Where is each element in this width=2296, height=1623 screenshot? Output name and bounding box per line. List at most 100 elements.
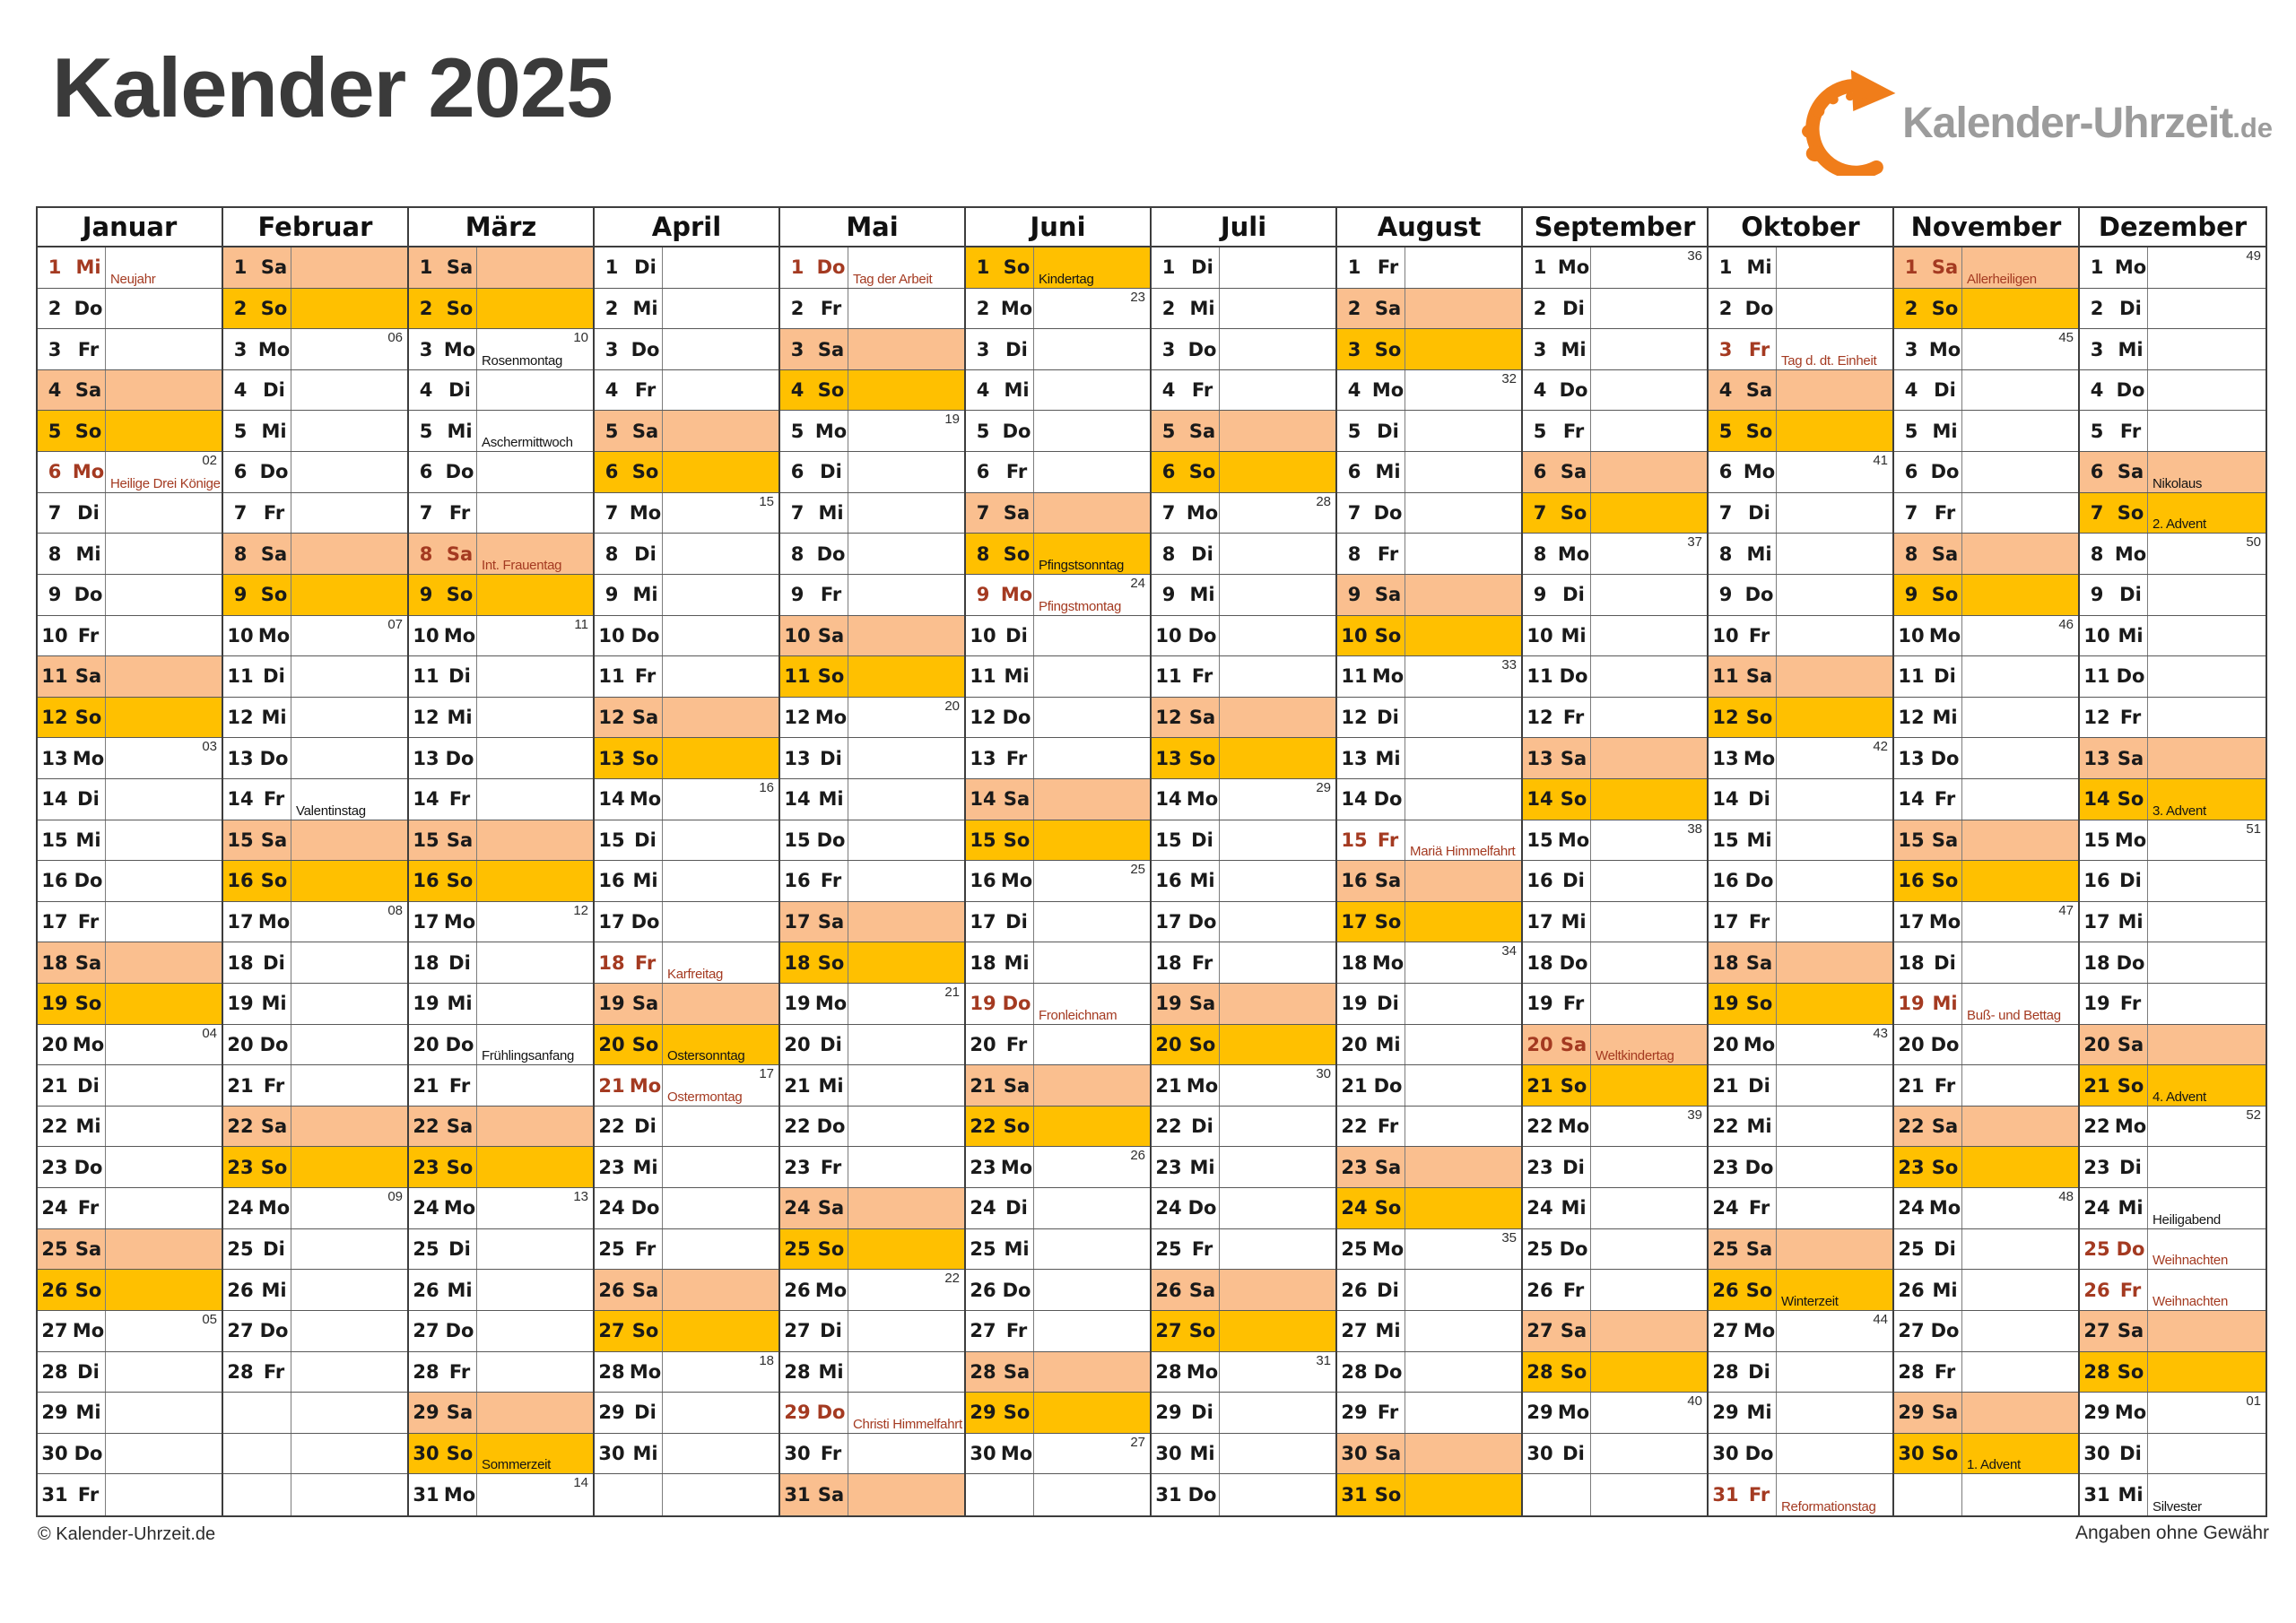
day-cell: 29 Di bbox=[1152, 1393, 1220, 1433]
day-number: 19 bbox=[413, 993, 439, 1015]
week-number: 38 bbox=[1687, 820, 1702, 837]
weekday-abbr: Sa bbox=[631, 1279, 659, 1301]
weekday-abbr: Mo bbox=[1743, 461, 1776, 483]
day-row: 21 Mi bbox=[780, 1065, 964, 1107]
note-cell bbox=[1220, 861, 1335, 901]
day-number: 1 bbox=[790, 256, 804, 279]
note-cell: 35 bbox=[1405, 1229, 1521, 1270]
holiday-label: Neujahr bbox=[110, 271, 156, 287]
note-cell: Karfreitag bbox=[663, 942, 778, 983]
day-row: 26 So Winterzeit bbox=[1709, 1270, 1892, 1311]
day-row: 23 So bbox=[1894, 1147, 2078, 1189]
day-row: 2 Do bbox=[38, 288, 222, 330]
day-cell: 9 Fr bbox=[780, 574, 848, 615]
weekday-abbr: Fr bbox=[1005, 1033, 1028, 1055]
day-number: 1 bbox=[1718, 256, 1733, 279]
day-cell: 24 Mi bbox=[2080, 1188, 2148, 1228]
weekday-abbr: So bbox=[446, 1156, 474, 1178]
day-row: 26 Fr Weihnachten bbox=[2080, 1270, 2266, 1311]
weekday-abbr: Di bbox=[1748, 788, 1770, 811]
day-cell: 15 Mi bbox=[1709, 820, 1777, 861]
weekday-abbr: Fr bbox=[1748, 1484, 1770, 1506]
note-cell bbox=[1220, 452, 1335, 492]
note-cell: 36 bbox=[1591, 247, 1707, 288]
weekday-abbr: Di bbox=[1562, 1156, 1585, 1178]
day-row: 1 Di bbox=[595, 247, 778, 289]
day-row: 1 So Kindertag bbox=[966, 247, 1150, 289]
day-cell: 20 Do bbox=[1894, 1024, 1962, 1065]
note-cell: Sommerzeit bbox=[477, 1434, 593, 1474]
day-cell: 10 Fr bbox=[1709, 615, 1777, 656]
day-cell: 29 Di bbox=[595, 1393, 663, 1433]
weekday-abbr: Mi bbox=[632, 584, 658, 606]
month-header: März bbox=[409, 208, 593, 247]
day-row: 5 Fr bbox=[1523, 411, 1707, 453]
day-row: 8 Do bbox=[780, 534, 964, 575]
day-cell: 25 Fr bbox=[595, 1228, 663, 1270]
weekday-abbr: Di bbox=[1934, 379, 1956, 402]
day-number: 20 bbox=[784, 1033, 811, 1055]
note-cell bbox=[106, 575, 222, 615]
day-row: 15 Mo 38 bbox=[1523, 820, 1707, 862]
note-cell bbox=[1034, 1025, 1150, 1065]
day-row: 19 Fr bbox=[1523, 984, 1707, 1025]
day-row: 30 Do bbox=[38, 1433, 222, 1475]
holiday-label: Mariä Himmelfahrt bbox=[1410, 844, 1516, 860]
day-cell: 20 Mo bbox=[38, 1024, 106, 1065]
day-number: 12 bbox=[598, 707, 625, 729]
day-cell: 1 Mo bbox=[1523, 247, 1591, 288]
weekday-abbr: Fr bbox=[1562, 420, 1585, 442]
day-number: 19 bbox=[227, 993, 254, 1015]
day-cell: 3 Do bbox=[1152, 329, 1220, 369]
day-number: 26 bbox=[1898, 1279, 1925, 1301]
note-cell: 26 bbox=[1034, 1147, 1150, 1187]
note-cell bbox=[1962, 289, 2078, 329]
weekday-abbr: Mi bbox=[632, 870, 658, 892]
day-cell: 26 Mi bbox=[1894, 1270, 1962, 1310]
holiday-label: Aschermittwoch bbox=[482, 435, 573, 451]
day-number: 22 bbox=[784, 1115, 811, 1138]
day-row: 10 Do bbox=[1152, 615, 1335, 657]
day-cell: 15 Sa bbox=[409, 820, 477, 861]
weekday-abbr: Di bbox=[2119, 297, 2142, 319]
day-number: 4 bbox=[604, 379, 619, 402]
weekday-abbr: Do bbox=[74, 1443, 103, 1465]
weekday-abbr: Sa bbox=[1003, 788, 1031, 811]
day-cell: 6 Fr bbox=[966, 452, 1034, 492]
note-cell bbox=[1034, 1270, 1150, 1310]
week-number: 32 bbox=[1501, 370, 1517, 386]
day-number: 6 bbox=[790, 461, 804, 483]
day-row: 15 Sa bbox=[223, 820, 407, 862]
note-cell bbox=[291, 575, 407, 615]
weekday-abbr: So bbox=[2117, 501, 2144, 524]
day-cell: 2 Mi bbox=[595, 288, 663, 329]
day-number: 24 bbox=[1526, 1197, 1553, 1219]
weekday-abbr: Do bbox=[1187, 1484, 1217, 1506]
day-cell: 5 So bbox=[38, 411, 106, 452]
day-cell: 6 Mi bbox=[1337, 452, 1405, 492]
weekday-abbr: So bbox=[1374, 338, 1402, 360]
day-number: 17 bbox=[1898, 911, 1925, 933]
note-cell bbox=[1034, 616, 1150, 656]
note-cell bbox=[477, 942, 593, 983]
day-number: 1 bbox=[1161, 256, 1176, 279]
day-cell: 28 Do bbox=[1337, 1351, 1405, 1393]
day-row: 27 Fr bbox=[966, 1310, 1150, 1352]
weekday-abbr: Mo bbox=[1186, 1074, 1219, 1097]
holiday-label: Karfreitag bbox=[667, 967, 724, 983]
note-cell bbox=[1777, 247, 1892, 288]
month-column: Februar 1 Sa 2 So 3 Mo 06 4 Di 5 Mi 6 Do 7 Fr 8 Sa 9 So 10 Mo… bbox=[223, 208, 409, 1515]
day-cell: 22 Sa bbox=[409, 1106, 477, 1147]
day-row: 23 Di bbox=[1523, 1147, 1707, 1189]
weekday-abbr: Di bbox=[634, 829, 657, 851]
note-cell bbox=[106, 370, 222, 411]
day-row: 17 Mo 47 bbox=[1894, 901, 2078, 943]
weekday-abbr: Sa bbox=[1374, 1156, 1402, 1178]
note-cell bbox=[848, 1065, 964, 1106]
day-cell-empty bbox=[966, 1474, 1034, 1515]
day-cell: 19 Mo bbox=[780, 984, 848, 1024]
day-cell: 2 Mo bbox=[966, 288, 1034, 329]
day-number: 13 bbox=[1898, 747, 1925, 769]
weekday-abbr: So bbox=[2117, 1360, 2144, 1383]
